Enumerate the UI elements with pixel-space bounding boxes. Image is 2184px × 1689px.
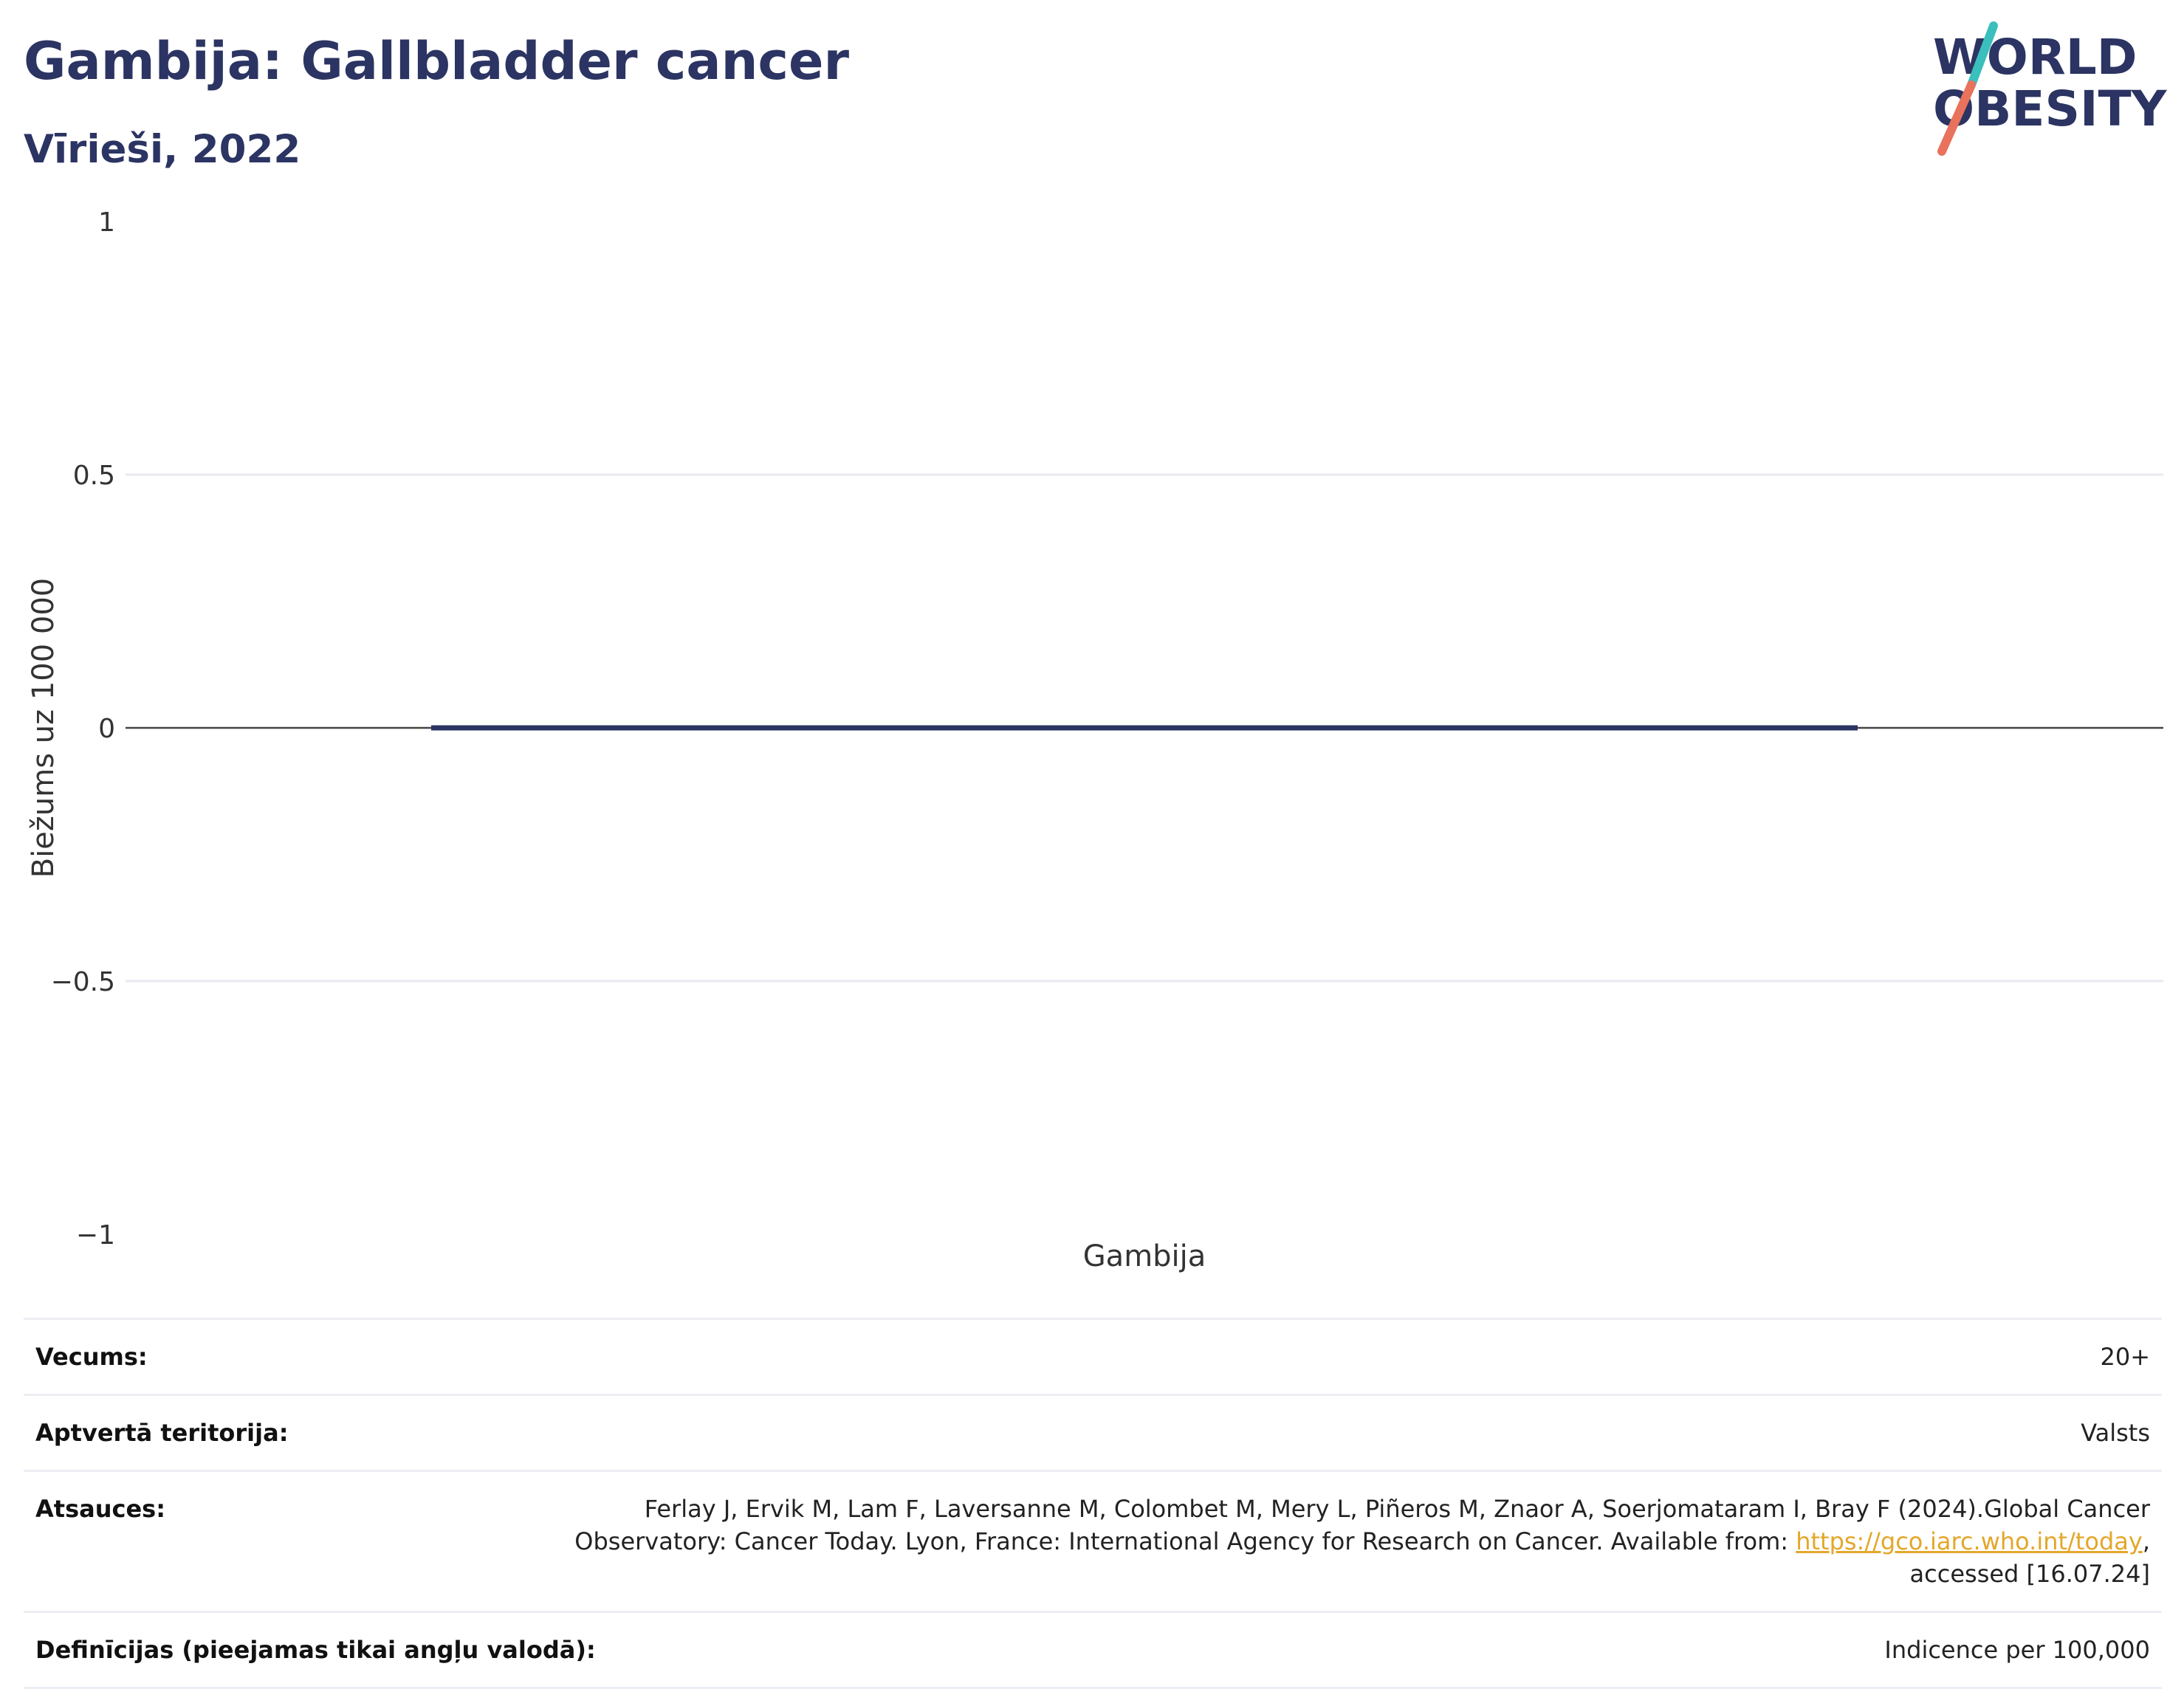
bar-chart: 1 0.5 0 −0.5 −1 Gambija Biežums uz 100 000: [27, 207, 2163, 1273]
bar[interactable]: [431, 725, 1858, 731]
info-value: Valsts: [2081, 1419, 2150, 1447]
reference-link[interactable]: https://gco.iarc.who.int/today: [1796, 1527, 2143, 1555]
info-label: Atsauces:: [35, 1495, 165, 1523]
info-row-territory: Aptvertā teritorija: Valsts: [24, 1394, 2162, 1470]
y-tick-label: 1: [98, 207, 115, 238]
x-tick-label: Gambija: [1083, 1239, 1206, 1273]
info-label: Vecums:: [35, 1343, 148, 1371]
chart-title: Gambija: Gallbladder cancer: [24, 31, 849, 92]
y-tick-label: 0: [98, 714, 115, 744]
info-value-references: Ferlay J, Ervik M, Lam F, Laversanne M, …: [526, 1493, 2150, 1590]
chart-subtitle: Vīrieši, 2022: [24, 127, 301, 172]
logo-slash-bottom: [1937, 80, 1976, 156]
info-row-definitions: Definīcijas (pieejamas tikai angļu valod…: [24, 1611, 2162, 1689]
info-row-references: Atsauces: Ferlay J, Ervik M, Lam F, Lave…: [24, 1470, 2162, 1611]
world-obesity-logo: WORLD OBESITY: [1933, 21, 2168, 156]
y-axis-title: Biežums uz 100 000: [27, 578, 61, 878]
info-table: Vecums: 20+ Aptvertā teritorija: Valsts …: [24, 1318, 2162, 1689]
chart-bars: [431, 725, 1858, 731]
logo-text-world: WORLD: [1933, 29, 2137, 86]
info-label: Definīcijas (pieejamas tikai angļu valod…: [35, 1636, 596, 1664]
info-row-age: Vecums: 20+: [24, 1318, 2162, 1394]
info-value: Indicence per 100,000: [1884, 1636, 2150, 1664]
info-value: 20+: [2100, 1343, 2150, 1371]
reference-suffix: , accessed [16.07.24]: [1909, 1527, 2150, 1588]
reference-text: Ferlay J, Ervik M, Lam F, Laversanne M, …: [574, 1495, 2150, 1555]
y-tick-label: 0.5: [73, 461, 115, 491]
info-label: Aptvertā teritorija:: [35, 1419, 289, 1447]
y-tick-label: −0.5: [51, 967, 115, 997]
x-axis-ticks: Gambija: [1083, 1239, 1206, 1273]
y-axis-ticks: 1 0.5 0 −0.5 −1: [51, 207, 115, 1251]
y-tick-label: −1: [76, 1220, 115, 1251]
logo-slash-top: [1967, 21, 1998, 89]
